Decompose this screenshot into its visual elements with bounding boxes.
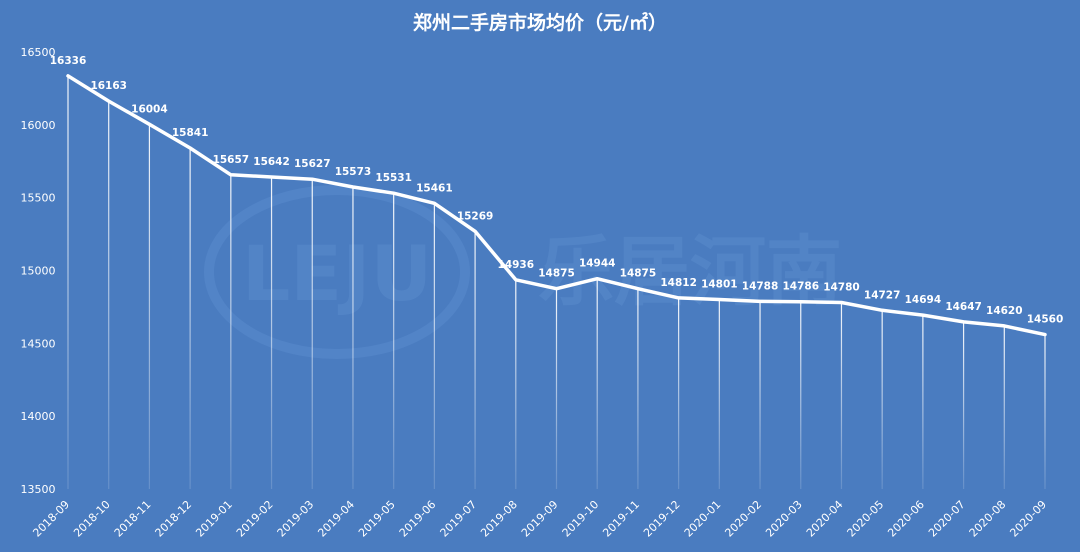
drop-line [555,288,558,489]
drop-lines [67,75,1046,490]
data-label: 15627 [294,158,331,170]
x-tick-label: 2019-02 [234,498,276,540]
data-label: 14944 [579,258,616,270]
y-tick-label: 16000 [21,119,56,132]
drop-line [596,278,598,489]
x-tick-label: 2019-08 [478,498,520,540]
x-tick-label: 2020-07 [926,498,968,540]
drop-line [393,193,395,489]
x-tick-label: 2019-10 [560,498,602,540]
data-labels: 16336 16163 16004 15841 15657 15642 15627 15573… [50,55,1064,326]
x-tick-label: 2019-07 [438,498,480,540]
drop-line [718,299,720,489]
data-label: 14788 [742,280,779,292]
drop-line [148,124,151,489]
drop-line [474,231,476,489]
data-label: 14560 [1027,314,1064,326]
data-label: 15269 [457,210,494,222]
y-axis: 13500 14000 14500 15000 15500 16000 16500 [21,46,56,496]
drop-line [678,297,680,489]
drop-line [1003,325,1005,489]
series-line-group [66,74,1047,337]
y-tick-label: 15000 [21,265,56,278]
drop-line [67,75,69,489]
x-tick-label: 2020-01 [682,498,724,540]
data-label: 15531 [375,172,412,184]
data-label: 14875 [538,268,575,280]
x-tick-label: 2020-05 [845,498,887,540]
data-label: 14812 [660,277,697,289]
drop-line [230,174,232,489]
data-label: 14694 [905,294,942,306]
data-label: 15642 [253,156,290,168]
x-tick-label: 2018-12 [153,498,195,540]
data-label: 16336 [50,55,87,67]
chart-title: 郑州二手房市场均价（元/㎡） [413,11,667,34]
x-axis: 2018-09 2018-10 2018-11 2018-12 2019-01 2019-… [30,498,1049,540]
data-label: 15841 [172,127,209,139]
x-tick-label: 2018-09 [30,498,72,540]
x-tick-label: 2020-03 [763,498,805,540]
data-label: 16004 [131,103,168,115]
drop-line [311,179,313,490]
x-tick-label: 2018-10 [71,498,113,540]
x-tick-label: 2019-05 [356,498,398,540]
watermark: LEJU 乐居河南 [204,185,842,359]
data-label: 14647 [945,301,982,313]
drop-line [515,279,517,489]
data-label: 14786 [782,281,819,293]
data-label: 14875 [620,268,657,280]
x-tick-label: 2019-03 [275,498,317,540]
x-tick-label: 2019-04 [315,498,357,540]
drop-line [1044,334,1046,489]
drop-line [759,301,761,489]
data-label: 15657 [213,154,250,166]
x-tick-label: 2020-02 [722,498,764,540]
watermark-ring [204,185,470,359]
x-tick-label: 2019-09 [519,498,561,540]
data-label: 14801 [701,278,738,290]
data-label: 14780 [823,282,860,294]
x-tick-label: 2019-12 [641,498,683,540]
x-tick-label: 2020-06 [885,498,927,540]
drop-line [800,301,802,489]
drop-line [270,176,273,489]
data-label: 15461 [416,182,453,194]
x-tick-label: 2019-06 [397,498,439,540]
data-label: 14620 [986,305,1023,317]
data-label: 14727 [864,289,901,301]
y-tick-label: 14000 [21,410,56,423]
drop-line [637,288,639,489]
y-tick-label: 14500 [21,337,56,350]
x-tick-label: 2020-04 [804,498,846,540]
x-tick-label: 2020-09 [1007,498,1049,540]
data-label: 16163 [90,80,127,92]
drop-line [433,203,435,490]
y-tick-label: 13500 [21,483,56,496]
y-tick-label: 15500 [21,192,56,205]
x-tick-label: 2020-08 [967,498,1009,540]
series-line [66,74,1047,337]
x-tick-label: 2019-01 [193,498,235,540]
watermark-logo-text: LEJU [242,229,432,318]
x-tick-label: 2019-11 [600,498,642,540]
drop-line [840,302,843,489]
drop-line [352,187,354,489]
drop-line [922,315,924,489]
x-tick-label: 2018-11 [112,498,154,540]
drop-line [962,321,965,489]
data-label: 14936 [498,259,535,271]
drop-line [189,147,191,490]
y-tick-label: 16500 [21,46,56,59]
drop-line [881,310,883,489]
drop-line [108,101,110,490]
data-label: 15573 [335,166,372,178]
